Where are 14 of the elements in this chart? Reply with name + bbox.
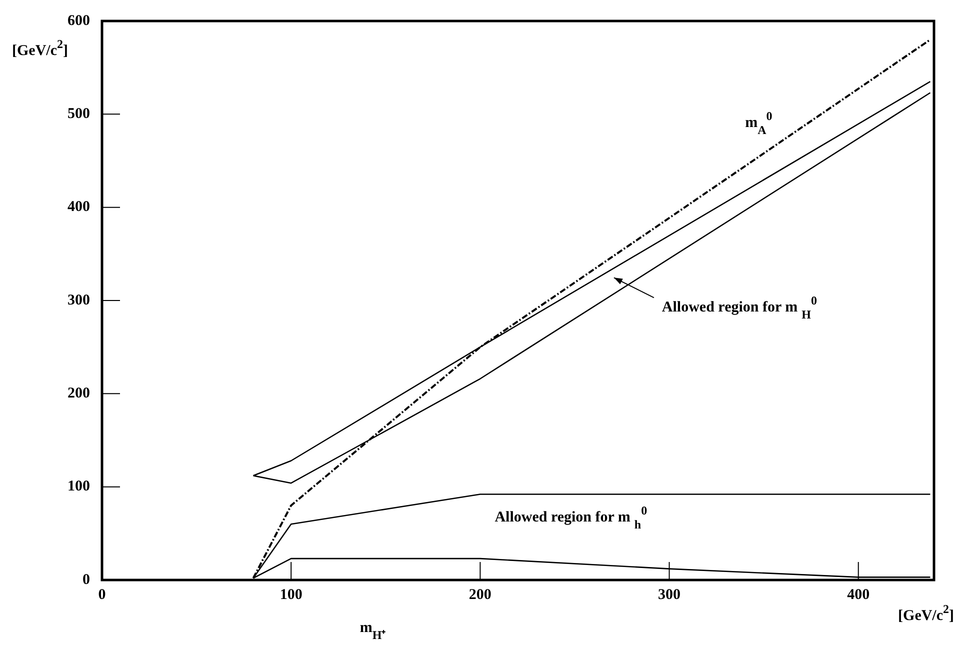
annotation: Allowed region for m H0 <box>662 294 817 322</box>
annotation: Allowed region for m h0 <box>494 503 648 532</box>
y-tick-label: 0 <box>82 572 90 588</box>
y-tick-label: 100 <box>68 478 90 495</box>
x-tick-label: 100 <box>280 586 302 603</box>
x-tick-label: 300 <box>658 586 681 603</box>
y-tick-label: 500 <box>68 106 90 122</box>
y-tick-label: 200 <box>68 386 90 402</box>
y-tick-label: 600 <box>68 12 90 29</box>
y-tick-label: 400 <box>68 199 90 216</box>
y-tick-label: 300 <box>68 292 90 308</box>
x-tick-label: 200 <box>468 586 492 603</box>
x-tick-label: 400 <box>847 586 870 603</box>
x-tick-label: 0 <box>98 586 106 603</box>
